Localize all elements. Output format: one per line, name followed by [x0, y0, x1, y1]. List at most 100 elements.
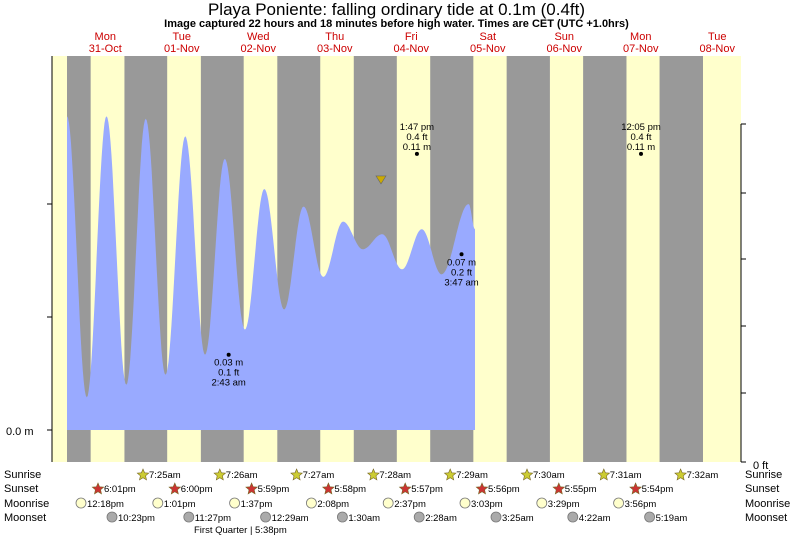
- sunset-icon: [321, 482, 335, 495]
- moonset-icon: [260, 511, 272, 523]
- sunrise-time: 7:27am: [303, 470, 335, 481]
- chart-title: Playa Poniente: falling ordinary tide at…: [207, 0, 586, 19]
- moonrise-time: 3:03pm: [471, 499, 503, 510]
- moonset-time: 10:23pm: [118, 513, 155, 524]
- sunrise-icon: [520, 468, 534, 481]
- moonrise-icon: [382, 497, 394, 509]
- day-name: Wed: [247, 31, 269, 43]
- sunrise-time: 7:28am: [379, 470, 411, 481]
- moonrise-icon: [152, 497, 164, 509]
- moonrise-icon: [536, 497, 548, 509]
- chart-subtitle: Image captured 22 hours and 18 minutes b…: [164, 18, 629, 30]
- extreme-label: 0.07 m: [447, 257, 476, 268]
- current-tide-marker: [375, 175, 387, 185]
- sunset-icon: [245, 482, 259, 495]
- extreme-label: 0.2 ft: [451, 267, 472, 278]
- moonset-icon: [413, 511, 425, 523]
- sunset-time: 5:55pm: [565, 484, 597, 495]
- day-name: Sun: [554, 31, 574, 43]
- sunrise-time: 7:25am: [149, 470, 181, 481]
- sunset-time: 6:01pm: [104, 484, 136, 495]
- moonrise-time: 12:18pm: [87, 499, 124, 510]
- sunrise-time: 7:31am: [610, 470, 642, 481]
- day-date: 06-Nov: [547, 43, 583, 55]
- moonrise-time: 3:29pm: [548, 499, 580, 510]
- extreme-point: [459, 252, 464, 257]
- moonset-time: 12:29am: [272, 513, 309, 524]
- day-name: Sat: [479, 31, 496, 43]
- day-date: 07-Nov: [623, 43, 659, 55]
- extreme-label: 0.1 ft: [218, 368, 239, 379]
- moonrise-row-label-left: Moonrise: [4, 498, 49, 510]
- moonset-time: 11:27pm: [195, 513, 231, 524]
- day-date: 01-Nov: [164, 43, 200, 55]
- sunset-row-label-right: Sunset: [745, 483, 779, 495]
- day-date: 04-Nov: [394, 43, 430, 55]
- day-name: Mon: [630, 31, 651, 43]
- extreme-point: [639, 151, 644, 156]
- day-date: 31-Oct: [89, 43, 122, 55]
- extreme-label: 0.03 m: [214, 358, 243, 369]
- moonrise-icon: [75, 497, 87, 509]
- sunset-icon: [629, 482, 643, 495]
- sunrise-icon: [213, 468, 227, 481]
- day-name: Thu: [325, 31, 344, 43]
- extreme-point: [226, 352, 231, 357]
- sunrise-icon: [443, 468, 457, 481]
- left-axis-label: 0.0 m: [6, 426, 34, 438]
- sunrise-row-label-left: Sunrise: [4, 469, 41, 481]
- moonset-time: 2:28am: [425, 513, 457, 524]
- day-name: Tue: [708, 31, 727, 43]
- moon-phase-label: First Quarter | 5:38pm: [194, 525, 287, 536]
- sunset-time: 6:00pm: [181, 484, 213, 495]
- extreme-label: 2:43 am: [212, 378, 246, 389]
- day-date: 03-Nov: [317, 43, 353, 55]
- sunrise-time: 7:29am: [456, 470, 488, 481]
- sunset-icon: [398, 482, 412, 495]
- sunrise-time: 7:32am: [687, 470, 719, 481]
- moonset-time: 5:19am: [656, 513, 688, 524]
- day-date: 02-Nov: [241, 43, 277, 55]
- extreme-label: 12:05 pm: [621, 122, 661, 133]
- moonrise-row-label-right: Moonrise: [745, 498, 790, 510]
- sunrise-icon: [674, 468, 688, 481]
- moonset-icon: [336, 511, 348, 523]
- sunset-time: 5:56pm: [488, 484, 520, 495]
- day-name: Tue: [172, 31, 191, 43]
- sunrise-time: 7:30am: [533, 470, 565, 481]
- moonset-icon: [183, 511, 195, 523]
- moonrise-icon: [613, 497, 624, 509]
- tide-area: [67, 116, 475, 430]
- moonset-icon: [106, 511, 118, 523]
- day-date: 08-Nov: [700, 43, 736, 55]
- sunset-time: 5:54pm: [642, 484, 674, 495]
- extreme-label: 0.11 m: [403, 142, 431, 153]
- sunset-icon: [475, 482, 489, 495]
- moonrise-time: 3:56pm: [625, 499, 657, 510]
- moonrise-icon: [229, 497, 241, 509]
- sunset-icon: [168, 482, 182, 495]
- sunrise-icon: [366, 468, 380, 481]
- sunset-time: 5:59pm: [258, 484, 290, 495]
- extreme-point: [414, 151, 419, 156]
- extreme-label: 0.11 m: [627, 142, 655, 153]
- moonset-icon: [567, 511, 579, 523]
- day-date: 05-Nov: [470, 43, 506, 55]
- sunrise-icon: [597, 468, 611, 481]
- day-name: Mon: [95, 31, 116, 43]
- moonrise-time: 1:01pm: [164, 499, 196, 510]
- sunset-time: 5:57pm: [411, 484, 443, 495]
- sunrise-icon: [290, 468, 304, 481]
- moonrise-time: 2:37pm: [394, 499, 426, 510]
- moonset-time: 3:25am: [502, 513, 534, 524]
- extreme-label: 1:47 pm: [400, 122, 434, 133]
- night-band: [583, 56, 627, 462]
- sunrise-row-label-right: Sunrise: [745, 469, 782, 481]
- sunset-icon: [552, 482, 566, 495]
- extreme-label: 0.4 ft: [406, 132, 427, 143]
- night-band: [659, 56, 704, 462]
- moonset-icon: [490, 511, 502, 523]
- extreme-label: 3:47 am: [444, 277, 478, 288]
